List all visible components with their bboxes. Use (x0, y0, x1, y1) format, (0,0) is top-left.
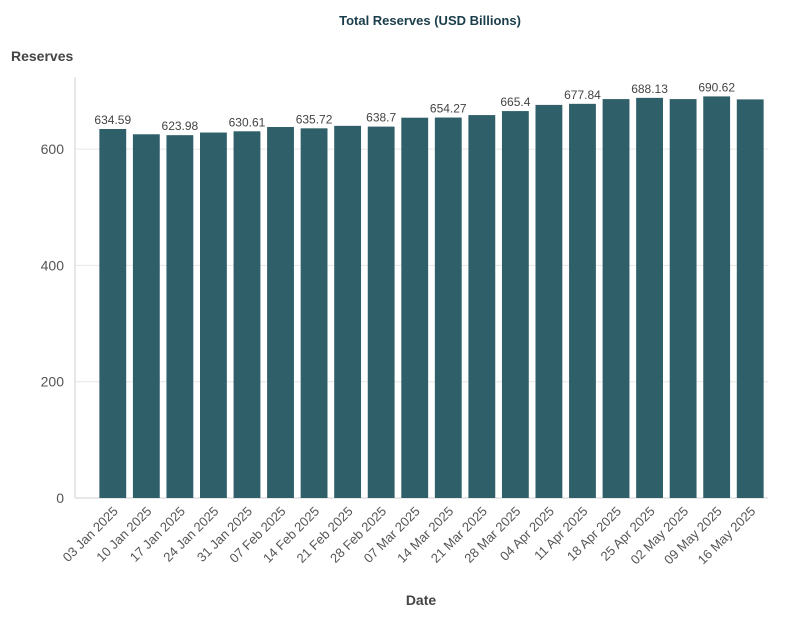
bar (401, 117, 429, 498)
y-tick-label: 600 (41, 141, 65, 157)
y-axis-label: Reserves (11, 48, 73, 64)
data-label: 630.61 (229, 115, 266, 129)
y-ticks: 0 200 400 600 (41, 141, 65, 506)
bar (233, 131, 261, 499)
y-tick-label: 200 (41, 374, 65, 390)
data-label: 654.27 (430, 102, 467, 116)
bar (267, 127, 294, 498)
x-axis-label: Date (406, 592, 437, 608)
bar (703, 96, 731, 499)
bar (569, 103, 596, 498)
data-label: 634.59 (94, 113, 131, 127)
bar (736, 99, 764, 498)
bar (334, 125, 362, 498)
bar (468, 115, 496, 498)
bar (501, 111, 529, 498)
bar (535, 104, 563, 498)
data-label: 688.13 (631, 82, 668, 96)
bar (132, 134, 160, 498)
chart-title: Total Reserves (USD Billions) (339, 13, 521, 28)
bars (99, 96, 764, 499)
data-label: 638.7 (366, 111, 396, 125)
bar (166, 135, 194, 498)
y-tick-label: 0 (56, 490, 64, 506)
data-label: 690.62 (698, 80, 735, 94)
bar (434, 117, 462, 498)
bar (602, 99, 630, 498)
data-label: 635.72 (296, 112, 333, 126)
bar (636, 97, 663, 498)
data-label: 665.4 (500, 95, 530, 109)
data-label: 623.98 (162, 119, 199, 133)
bar (300, 128, 328, 498)
bar (200, 132, 227, 498)
bar (367, 126, 395, 498)
y-tick-label: 400 (41, 257, 65, 273)
bar (669, 99, 697, 498)
data-labels: 634.59 623.98 630.61 635.72 638.7 654.27 665.4… (94, 80, 735, 133)
data-label: 677.84 (564, 88, 601, 102)
bar (99, 128, 127, 499)
